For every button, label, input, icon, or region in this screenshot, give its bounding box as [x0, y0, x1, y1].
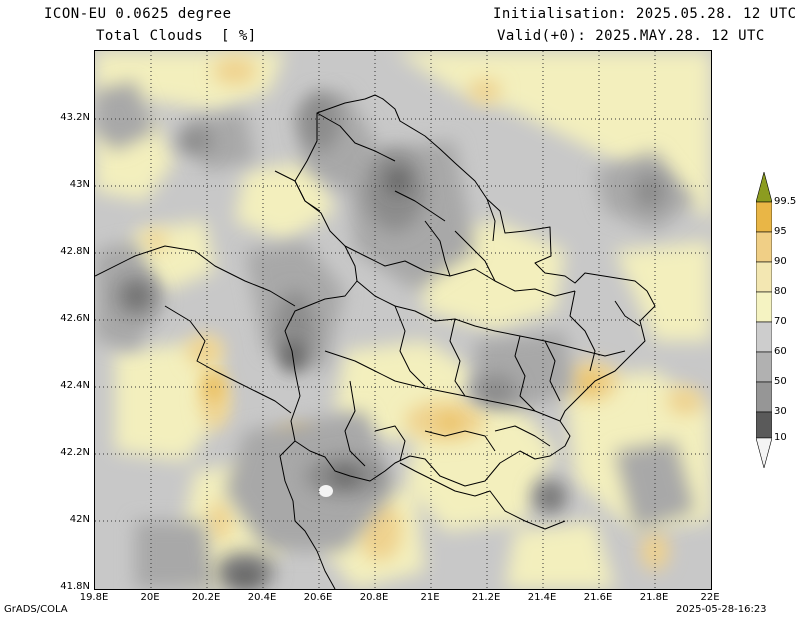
colorbar-bin-80 — [756, 261, 772, 293]
colorbar-label: 95 — [774, 226, 787, 237]
lon-tick-label: 21E — [420, 592, 440, 603]
lon-tick-label: 21.4E — [527, 592, 557, 603]
clear-sky-spot — [319, 485, 333, 497]
colorbar-bin-60 — [756, 321, 772, 353]
colorbar-bin-95 — [756, 201, 772, 233]
colorbar-over-arrow — [756, 172, 772, 203]
colorbar-label: 10 — [774, 432, 787, 443]
colorbar-label: 80 — [774, 286, 787, 297]
software-credit: GrADS/COLA — [4, 604, 68, 615]
lat-tick-label: 42.8N — [60, 246, 90, 257]
valid-time-label: Valid(+0): 2025.MAY.28. 12 UTC — [497, 28, 765, 44]
colorbar-label: 70 — [774, 316, 787, 327]
render-timestamp: 2025-05-28-16:23 — [676, 604, 767, 615]
colorbar-bin-90 — [756, 231, 772, 263]
initialisation-label: Initialisation: 2025.05.28. 12 UTC — [493, 6, 797, 22]
lat-tick-label: 42.6N — [60, 313, 90, 324]
lon-tick-label: 21.6E — [583, 592, 613, 603]
boundaries — [95, 94, 656, 589]
lat-tick-label: 43.2N — [60, 112, 90, 123]
colorbar-bin-70 — [756, 291, 772, 323]
lat-tick-label: 42N — [69, 514, 90, 525]
lon-tick-label: 21.8E — [639, 592, 669, 603]
colorbar-label: 60 — [774, 346, 787, 357]
lat-tick-label: 42.2N — [60, 447, 90, 458]
lon-tick-label: 22E — [700, 592, 720, 603]
colorbar-label: 50 — [774, 376, 787, 387]
cloud-cover-map — [94, 50, 712, 590]
lat-tick-label: 43N — [69, 179, 90, 190]
lon-tick-label: 20E — [140, 592, 160, 603]
colorbar — [756, 172, 772, 468]
coordinate-grid — [95, 51, 711, 589]
colorbar-label: 90 — [774, 256, 787, 267]
lon-tick-label: 20.4E — [247, 592, 277, 603]
colorbar-under-arrow — [756, 437, 772, 468]
lon-tick-label: 21.2E — [471, 592, 501, 603]
colorbar-label: 99.5 — [774, 196, 797, 207]
lon-tick-label: 19.8E — [79, 592, 109, 603]
colorbar-label: 30 — [774, 406, 787, 417]
lon-tick-label: 20.6E — [303, 592, 333, 603]
field-title: Total Clouds [ %] — [96, 28, 257, 44]
colorbar-bin-10 — [756, 411, 772, 439]
lon-tick-label: 20.2E — [191, 592, 221, 603]
colorbar-bin-30 — [756, 381, 772, 413]
colorbar-bin-50 — [756, 351, 772, 383]
lat-tick-label: 42.4N — [60, 380, 90, 391]
lat-tick-label: 41.8N — [60, 581, 90, 592]
lon-tick-label: 20.8E — [359, 592, 389, 603]
model-title: ICON-EU 0.0625 degree — [44, 6, 232, 22]
